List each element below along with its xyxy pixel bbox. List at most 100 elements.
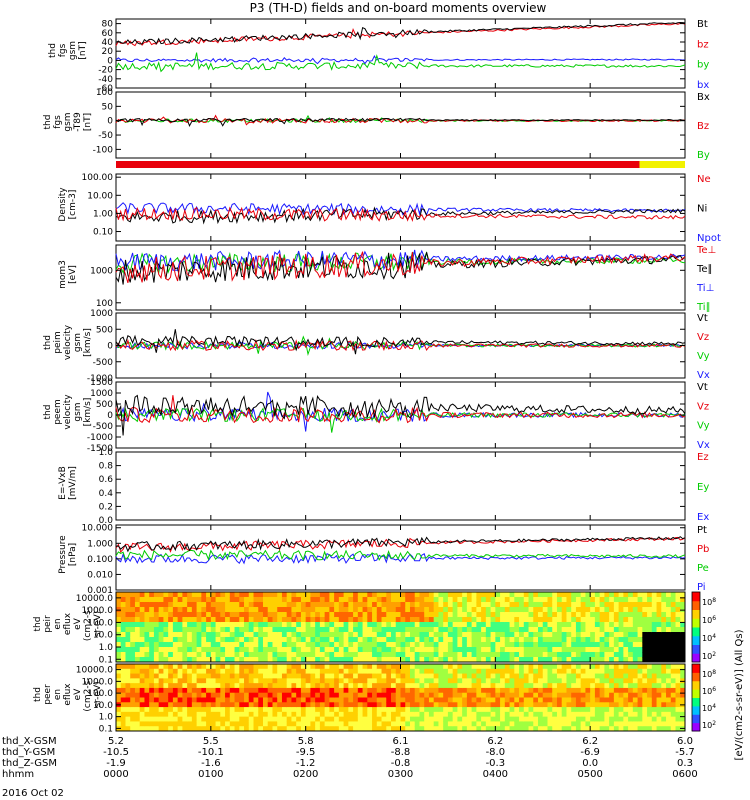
spectrogram-cell: [258, 592, 264, 598]
spectrogram-cell: [367, 726, 373, 732]
spectrogram-cell: [262, 592, 269, 598]
spectrogram-cell: [538, 697, 544, 703]
spectrogram-cell: [372, 673, 378, 679]
spectrogram-cell: [585, 702, 591, 708]
spectrogram-cell: [353, 678, 359, 684]
spectrogram-cell: [239, 668, 245, 675]
spectrogram-cell: [277, 668, 283, 675]
spectrogram-cell: [281, 726, 288, 732]
spectrogram-cell: [201, 692, 207, 698]
spectrogram-cell: [281, 697, 288, 703]
spectrogram-cell: [599, 668, 605, 675]
spectrogram-cell: [386, 683, 392, 689]
ephemeris-value: 0300: [388, 769, 413, 780]
spectrogram-cell: [428, 657, 435, 663]
y-tick-label: 1000.0: [82, 606, 114, 616]
spectrogram-cell: [182, 726, 188, 732]
spectrogram-cell: [414, 657, 420, 663]
spectrogram-cell: [519, 711, 525, 718]
spectrogram-cell: [116, 716, 122, 722]
spectrogram-cell: [149, 683, 155, 689]
spectrogram-cell: [647, 716, 653, 722]
spectrogram-cell: [523, 678, 530, 684]
spectrogram-cell: [334, 692, 340, 698]
spectrogram-cell: [134, 652, 141, 658]
spectrogram-cell: [556, 617, 563, 623]
spectrogram-cell: [125, 692, 131, 698]
spectrogram-cell: [372, 632, 378, 638]
spectrogram-cell: [495, 673, 501, 679]
spectrogram-cell: [604, 637, 610, 643]
spectrogram-cell: [272, 668, 278, 675]
spectrogram-cell: [210, 687, 217, 694]
spectrogram-cell: [514, 692, 520, 698]
spectrogram-cell: [623, 697, 629, 703]
spectrogram-cell: [120, 647, 126, 653]
spectrogram-cell: [471, 707, 477, 713]
spectrogram-cell: [594, 697, 601, 703]
spectrogram-cell: [281, 597, 288, 603]
spectrogram-cell: [296, 711, 302, 718]
spectrogram-cell: [481, 702, 487, 708]
spectrogram-cell: [637, 617, 643, 623]
spectrogram-cell: [604, 664, 610, 670]
spectrogram-cell: [438, 711, 444, 718]
spectrogram-cell: [310, 678, 316, 684]
spectrogram-cell: [262, 664, 269, 670]
spectrogram-cell: [362, 632, 368, 638]
spectrogram-cell: [334, 707, 340, 713]
spectrogram-cell: [234, 592, 240, 598]
spectrogram-cell: [647, 632, 653, 638]
series-line-Vt: [115, 394, 686, 436]
spectrogram-cell: [372, 687, 378, 694]
spectrogram-cell: [196, 622, 202, 628]
spectrogram-cell: [466, 637, 473, 643]
spectrogram-cell: [172, 707, 179, 713]
spectrogram-cell: [675, 632, 681, 638]
spectrogram-cell: [623, 647, 629, 653]
spectrogram-cell: [153, 683, 160, 689]
spectrogram-cell: [125, 642, 131, 648]
ephemeris-label: thd_Z-GSM: [2, 758, 57, 769]
spectrogram-cell: [210, 622, 217, 628]
spectrogram-cell: [547, 721, 553, 727]
spectrogram-cell: [670, 702, 677, 708]
spectrogram-cell: [196, 726, 202, 732]
spectrogram-cell: [158, 664, 164, 670]
spectrogram-cell: [134, 668, 141, 675]
spectrogram-cell: [391, 592, 397, 598]
spectrogram-cell: [134, 683, 141, 689]
spectrogram-cell: [466, 607, 473, 613]
spectrogram-cell: [201, 702, 207, 708]
spectrogram-cell: [571, 664, 577, 670]
spectrogram-cell: [519, 632, 525, 638]
spectrogram-cell: [651, 612, 658, 618]
spectrogram-cell: [220, 721, 226, 727]
spectrogram-cell: [353, 668, 359, 675]
spectrogram-cell: [244, 664, 250, 670]
spectrogram-cell: [376, 627, 383, 633]
spectrogram-cell: [575, 687, 582, 694]
spectrogram-cell: [514, 721, 520, 727]
spectrogram-cell: [324, 632, 330, 638]
spectrogram-cell: [210, 707, 217, 713]
spectrogram-cell: [130, 668, 136, 675]
spectrogram-cell: [116, 687, 122, 694]
spectrogram-cell: [134, 632, 141, 638]
spectrogram-cell: [443, 687, 449, 694]
spectrogram-cell: [580, 692, 586, 698]
spectrogram-cell: [324, 687, 330, 694]
spectrogram-cell: [253, 668, 259, 675]
spectrogram-cell: [405, 702, 411, 708]
spectrogram-cell: [585, 711, 591, 718]
spectrogram-cell: [547, 657, 553, 663]
spectrogram-cell: [210, 627, 217, 633]
spectrogram-cell: [239, 647, 245, 653]
spectrogram-cell: [362, 683, 368, 689]
spectrogram-cell: [466, 721, 473, 727]
spectrogram-cell: [533, 637, 539, 643]
spectrogram-cell: [177, 632, 183, 638]
spectrogram-cell: [286, 726, 292, 732]
spectrogram-cell: [125, 652, 131, 658]
spectrogram-cell: [353, 673, 359, 679]
